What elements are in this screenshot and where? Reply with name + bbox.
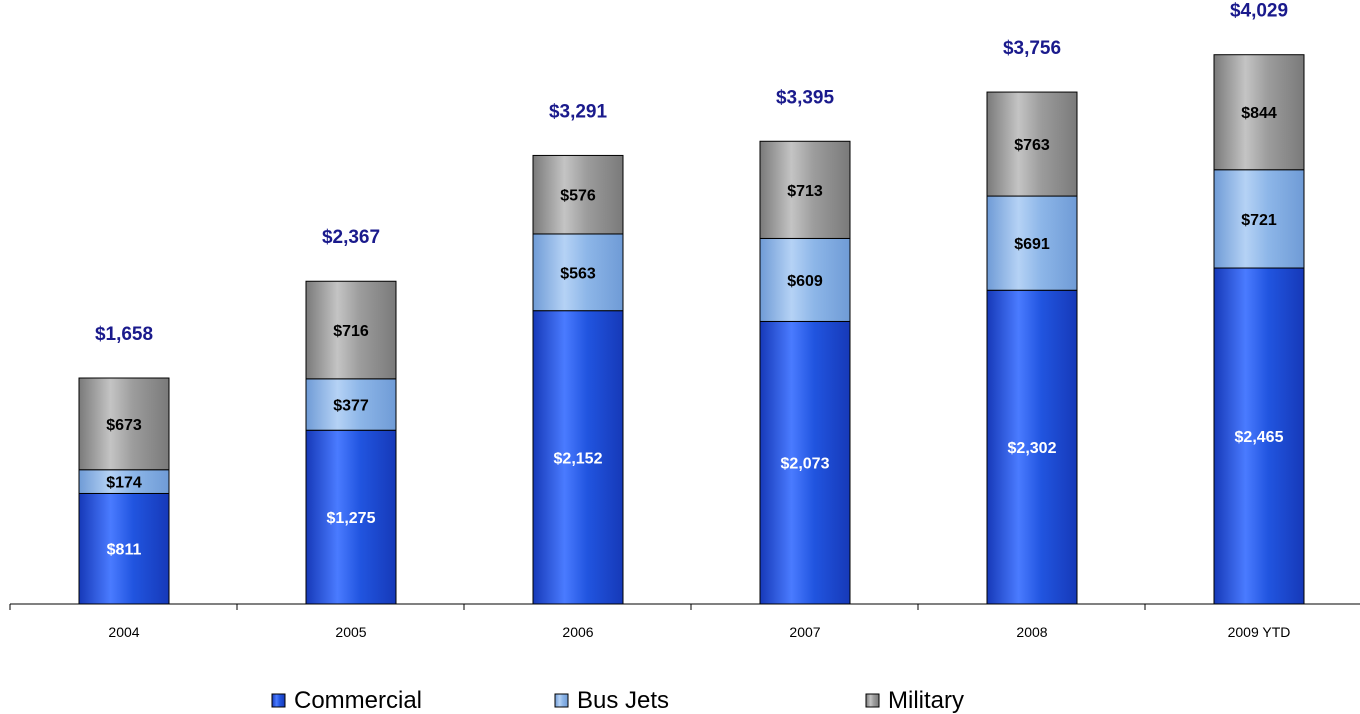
- total-label-2006: $3,291: [549, 101, 608, 122]
- data-label-commercial-2009-ytd: $2,465: [1235, 429, 1284, 446]
- data-label-commercial-2007: $2,073: [781, 456, 830, 473]
- total-label-2005: $2,367: [322, 227, 380, 248]
- data-label-military-2007: $713: [787, 183, 823, 200]
- x-tick-label-2009-ytd: 2009 YTD: [1228, 624, 1291, 640]
- data-label-bus-jets-2006: $563: [560, 265, 596, 282]
- data-label-military-2005: $716: [333, 323, 369, 340]
- legend-label-commercial: Commercial: [294, 687, 422, 714]
- data-label-commercial-2004: $811: [107, 542, 142, 559]
- data-label-bus-jets-2007: $609: [787, 273, 823, 290]
- data-label-bus-jets-2008: $691: [1014, 236, 1050, 253]
- x-tick-label-2004: 2004: [108, 624, 139, 640]
- data-label-commercial-2005: $1,275: [327, 510, 376, 527]
- x-tick-label-2005: 2005: [335, 624, 366, 640]
- legend: Commercial Bus Jets Military: [272, 687, 964, 714]
- legend-swatch-military: [866, 694, 879, 707]
- x-tick-label-2008: 2008: [1016, 624, 1047, 640]
- data-label-military-2004: $673: [106, 417, 142, 434]
- data-label-bus-jets-2004: $174: [106, 475, 142, 492]
- x-tick-label-2006: 2006: [562, 624, 593, 640]
- data-label-commercial-2006: $2,152: [554, 450, 603, 467]
- total-label-2008: $3,756: [1003, 38, 1061, 59]
- data-label-military-2006: $576: [560, 188, 596, 205]
- totals-group: $1,658 $2,367 $3,291 $3,395 $3,756 $4,029: [95, 1, 1288, 345]
- legend-swatch-bus-jets: [555, 694, 568, 707]
- total-label-2004: $1,658: [95, 324, 153, 345]
- data-label-commercial-2008: $2,302: [1008, 440, 1057, 457]
- data-label-military-2009-ytd: $844: [1241, 105, 1277, 122]
- x-ticks-group: 2004 2005 2006 2007 2008 2009 YTD: [10, 604, 1290, 640]
- data-label-military-2008: $763: [1014, 137, 1050, 154]
- total-label-2007: $3,395: [776, 87, 835, 108]
- total-label-2009-ytd: $4,029: [1230, 1, 1288, 22]
- x-tick-label-2007: 2007: [789, 624, 820, 640]
- legend-label-bus-jets: Bus Jets: [577, 687, 669, 714]
- data-label-bus-jets-2009-ytd: $721: [1241, 212, 1277, 229]
- data-label-bus-jets-2005: $377: [333, 398, 369, 415]
- bars-group: $811 $174 $673 $1,275 $377 $716 $2,152 $563 $576…: [79, 55, 1304, 604]
- legend-swatch-commercial: [272, 694, 285, 707]
- legend-label-military: Military: [888, 687, 964, 714]
